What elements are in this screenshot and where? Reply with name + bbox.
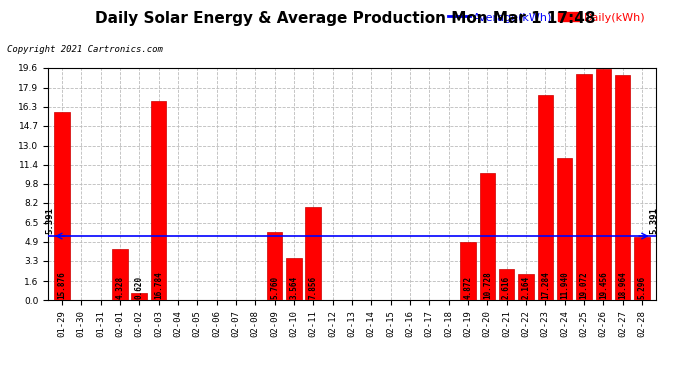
Bar	[576, 74, 592, 300]
Bar	[151, 101, 166, 300]
Text: 2.616: 2.616	[502, 276, 511, 299]
Bar	[306, 207, 321, 300]
Bar	[460, 242, 475, 300]
Text: 10.728: 10.728	[483, 272, 492, 299]
Bar	[54, 112, 70, 300]
Bar	[132, 292, 147, 300]
Text: 16.784: 16.784	[154, 272, 163, 299]
Bar	[557, 158, 572, 300]
Text: Daily Solar Energy & Average Production Mon Mar 1 17:48: Daily Solar Energy & Average Production …	[95, 11, 595, 26]
Legend: Average(kWh), Daily(kWh): Average(kWh), Daily(kWh)	[444, 8, 650, 27]
Bar	[634, 237, 650, 300]
Text: 11.940: 11.940	[560, 272, 569, 299]
Bar	[286, 258, 302, 300]
Text: 15.876: 15.876	[57, 272, 66, 299]
Bar	[615, 75, 631, 300]
Text: 3.564: 3.564	[289, 276, 298, 299]
Text: 18.964: 18.964	[618, 272, 627, 299]
Bar	[480, 173, 495, 300]
Text: 5.391: 5.391	[649, 207, 658, 234]
Text: 5.296: 5.296	[638, 276, 647, 299]
Text: 4.328: 4.328	[115, 276, 124, 299]
Text: 2.164: 2.164	[522, 276, 531, 299]
Text: 7.856: 7.856	[308, 276, 317, 299]
Text: 17.284: 17.284	[541, 272, 550, 299]
Bar	[538, 95, 553, 300]
Text: 5.760: 5.760	[270, 276, 279, 299]
Text: 19.072: 19.072	[580, 272, 589, 299]
Text: Copyright 2021 Cartronics.com: Copyright 2021 Cartronics.com	[7, 45, 163, 54]
Bar	[267, 232, 282, 300]
Text: 5.391: 5.391	[46, 207, 55, 234]
Text: 4.872: 4.872	[464, 276, 473, 299]
Text: 0.620: 0.620	[135, 276, 144, 299]
Bar	[595, 69, 611, 300]
Bar	[518, 274, 533, 300]
Bar	[112, 249, 128, 300]
Bar	[499, 269, 514, 300]
Text: 19.456: 19.456	[599, 272, 608, 299]
